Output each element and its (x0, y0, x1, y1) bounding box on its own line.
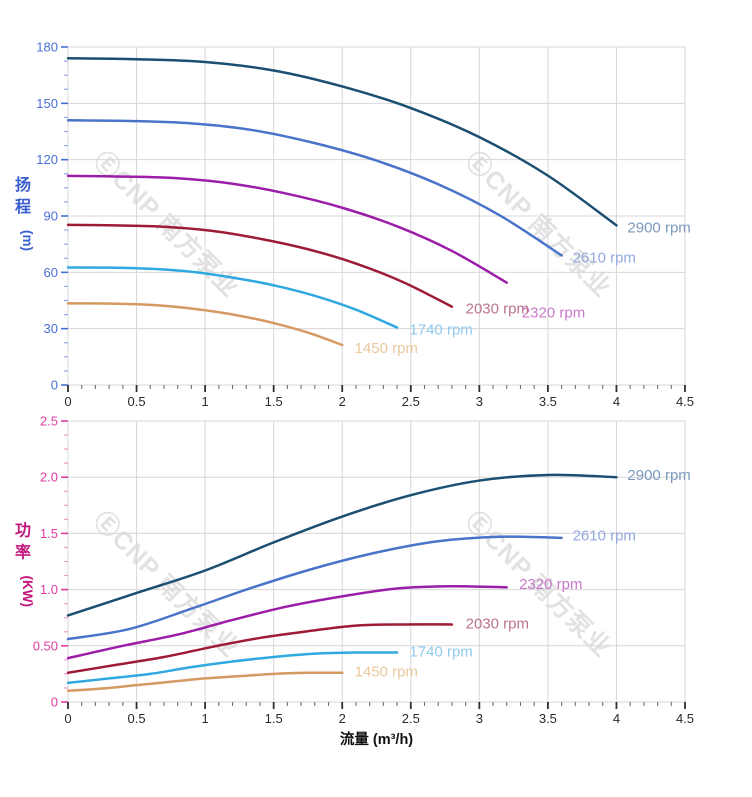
y-tick-label: 2.5 (40, 414, 58, 429)
curve-label-1450rpm: 1450 rpm (355, 340, 418, 357)
y-axis-title: 率 (15, 543, 31, 562)
x-tick-label: 4.5 (676, 394, 694, 409)
x-tick-label: 0.5 (128, 394, 146, 409)
x-tick-label: 2 (339, 394, 346, 409)
x-axis-title: 流量 (m³/h) (339, 732, 414, 748)
x-tick-label: 3.5 (539, 711, 557, 726)
curve-1740rpm (66, 266, 399, 329)
x-tick-label: 1.5 (265, 711, 283, 726)
x-tick-label: 2.5 (402, 711, 420, 726)
x-tick-label: 2.5 (402, 394, 420, 409)
x-tick-label: 1 (201, 711, 208, 726)
x-tick-label: 1.5 (265, 394, 283, 409)
curve-label-1740rpm: 1740 rpm (409, 322, 472, 339)
y-tick-label: 180 (36, 40, 58, 55)
x-tick-label: 3.5 (539, 394, 557, 409)
x-tick-label: 0 (64, 711, 71, 726)
curve-label-2900rpm: 2900 rpm (627, 219, 690, 236)
curve-label-2320rpm: 2320 rpm (519, 576, 582, 593)
curve-label-1450rpm: 1450 rpm (355, 664, 418, 681)
x-tick-label: 2 (339, 711, 346, 726)
y-tick-label: 120 (36, 152, 58, 167)
curve-label-2610rpm: 2610 rpm (573, 249, 636, 266)
y-tick-label: 0 (51, 378, 58, 393)
curve-1450rpm (66, 671, 344, 693)
x-tick-label: 1 (201, 394, 208, 409)
x-tick-label: 4.5 (676, 711, 694, 726)
y-axis-title: 程 (15, 198, 31, 216)
curve-1740rpm (66, 651, 399, 685)
y-axis-unit: (m) (20, 230, 35, 251)
y-axis-title: 功 (15, 522, 31, 540)
y-tick-label: 90 (44, 209, 58, 224)
y-tick-label: 150 (36, 96, 58, 111)
curve-2030rpm (66, 623, 454, 675)
y-tick-label: 2.0 (40, 470, 58, 485)
curve-label-2030rpm: 2030 rpm (466, 301, 529, 318)
curve-2900rpm (66, 57, 618, 227)
curve-label-2320rpm: 2320 rpm (522, 305, 585, 322)
y-tick-label: 1.5 (40, 526, 58, 541)
curve-label-2900rpm: 2900 rpm (627, 467, 690, 484)
curve-2610rpm (66, 535, 563, 641)
curve-2320rpm (66, 584, 509, 660)
x-tick-label: 0 (64, 394, 71, 409)
y-tick-label: 30 (44, 321, 58, 336)
y-tick-label: 60 (44, 265, 58, 280)
curve-2610rpm (66, 118, 563, 257)
y-tick-label: 0 (51, 695, 58, 710)
curve-2030rpm (66, 223, 454, 308)
x-tick-label: 4 (613, 394, 620, 409)
x-tick-label: 0.5 (128, 711, 146, 726)
curve-2900rpm (66, 473, 618, 617)
curve-label-2030rpm: 2030 rpm (466, 615, 529, 632)
y-axis-title: 扬 (15, 175, 31, 194)
y-axis-unit: (KW) (20, 576, 35, 607)
x-tick-label: 3 (476, 711, 483, 726)
y-tick-label: 1.0 (40, 582, 58, 597)
curve-2320rpm (66, 174, 509, 284)
y-tick-label: 0.50 (33, 638, 58, 653)
curve-1450rpm (66, 302, 344, 347)
x-tick-label: 3 (476, 394, 483, 409)
curve-label-1740rpm: 1740 rpm (409, 643, 472, 660)
curve-label-2610rpm: 2610 rpm (573, 528, 636, 545)
x-tick-label: 4 (613, 711, 620, 726)
